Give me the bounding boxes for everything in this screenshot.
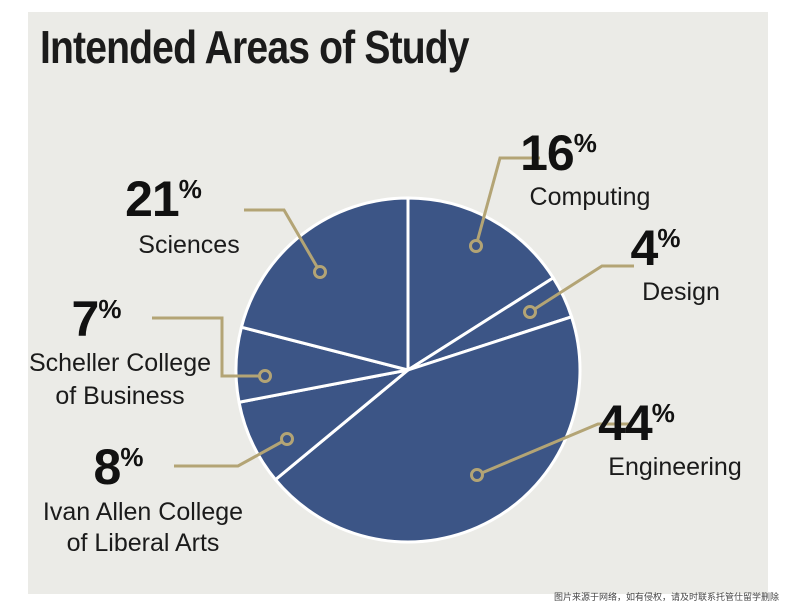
leader-dot-ivan-allen-college (280, 432, 294, 446)
percent-label-engineering: 44% (598, 395, 675, 451)
leader-line-computing (474, 156, 540, 247)
pie-slices (234, 196, 582, 544)
category-label-ivan-allen-college: Ivan Allen College (43, 498, 243, 526)
leader-dot-scheller-college (258, 369, 272, 383)
percent-label-computing: 16% (520, 125, 597, 181)
category-label-scheller-college: of Business (55, 382, 184, 410)
percent-label-design: 4% (631, 220, 681, 276)
percent-label-ivan-allen-college: 8% (94, 439, 144, 495)
leader-lines (152, 156, 634, 482)
chart-title: Intended Areas of Study (40, 21, 470, 73)
footer-note: 图片来源于网络，如有侵权，请及时联系托管仕留学删除 (553, 593, 779, 603)
category-label-engineering: Engineering (608, 453, 741, 481)
leader-dot-computing (469, 239, 483, 253)
leader-line-engineering (476, 422, 632, 477)
category-label-sciences: Sciences (138, 231, 239, 259)
pie-slice-sciences (239, 196, 410, 372)
percent-label-scheller-college: 7% (72, 291, 122, 347)
category-label-scheller-college: Scheller College (29, 349, 211, 377)
pie-slice-engineering (273, 315, 582, 544)
slice-labels: 16%Computing 4%Design 44%Engineering 8% Ivan… (29, 125, 742, 557)
leader-line-design (529, 264, 634, 314)
pie-slice-computing (406, 196, 555, 372)
leader-line-sciences (244, 208, 322, 273)
leader-line-ivan-allen-college (174, 437, 288, 468)
leader-dot-engineering (470, 468, 484, 482)
leader-dot-sciences (313, 265, 327, 279)
category-label-computing: Computing (530, 183, 651, 211)
percent-label-sciences: 21% (125, 171, 202, 227)
category-label-ivan-allen-college: of Liberal Arts (67, 529, 220, 557)
leader-dot-design (523, 305, 537, 319)
leader-line-scheller-college (152, 316, 265, 378)
category-label-design: Design (642, 278, 720, 306)
